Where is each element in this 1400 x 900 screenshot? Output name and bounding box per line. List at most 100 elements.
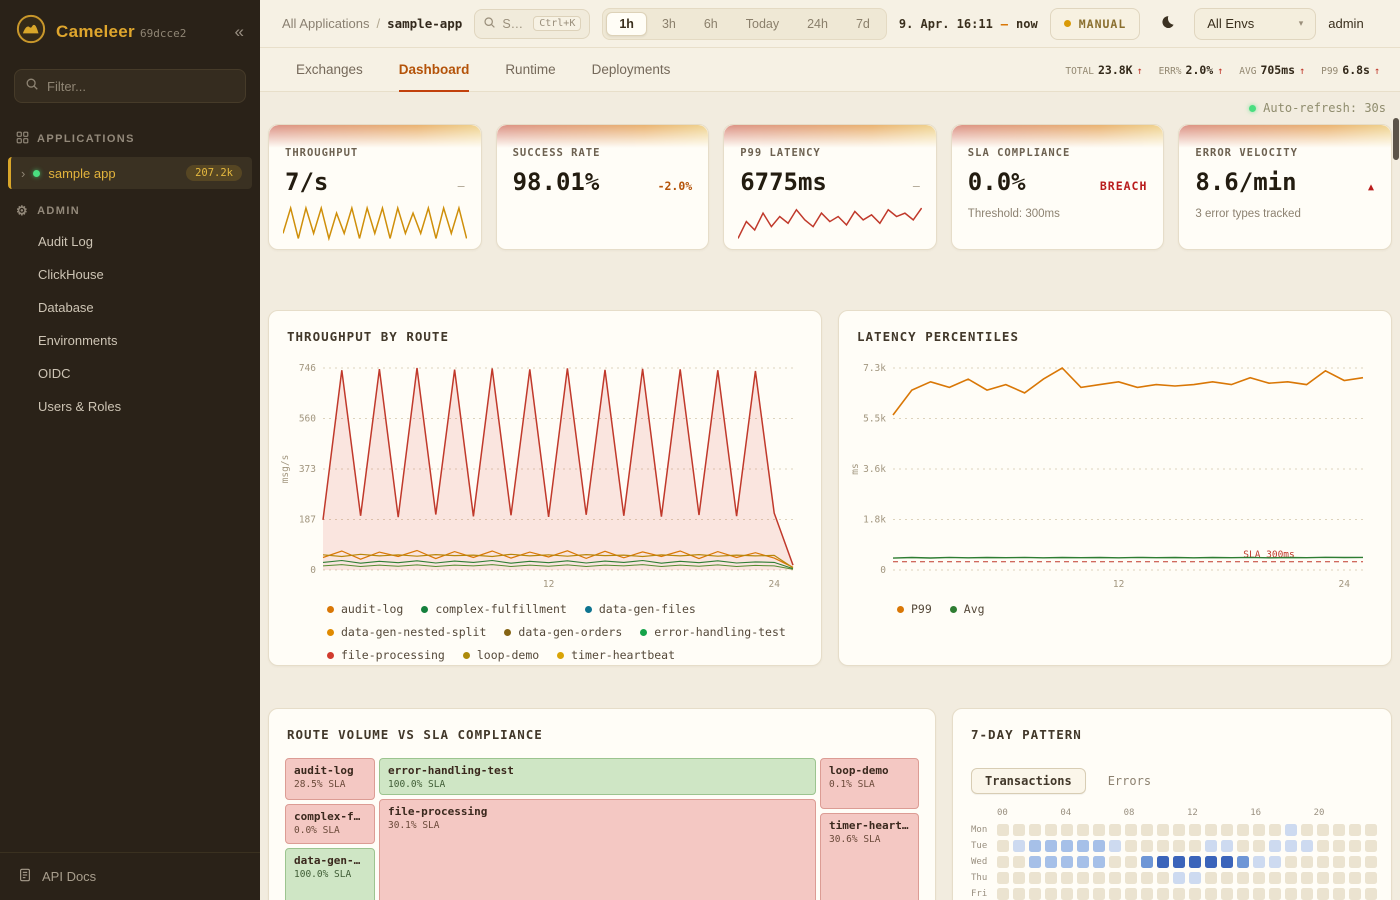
env-select[interactable]: All Envs ▾ xyxy=(1194,7,1317,40)
hour-label xyxy=(1155,808,1167,818)
legend-item-data-gen-nested-split[interactable]: data-gen-nested-split xyxy=(327,625,486,639)
legend-item-data-gen-files[interactable]: data-gen-files xyxy=(584,602,696,616)
legend-item-audit-log[interactable]: audit-log xyxy=(327,602,403,616)
hour-label xyxy=(1361,808,1373,818)
tile-label: loop-demo xyxy=(829,764,889,777)
treemap-tile-audit-log[interactable]: audit-log 28.5% SLA xyxy=(285,758,375,800)
heatmap-cell xyxy=(1237,824,1249,836)
treemap-tile-complex-fulfil[interactable]: complex-fulfil… 0.0% SLA xyxy=(285,804,375,844)
sidebar-item-oidc[interactable]: OIDC xyxy=(38,366,71,381)
legend-item-p99[interactable]: P99 xyxy=(897,602,932,616)
heatmap-cell xyxy=(1045,824,1057,836)
app-title-suffix: 69dcce2 xyxy=(139,26,187,40)
user-menu[interactable]: admin xyxy=(1328,16,1364,31)
legend-label: complex-fulfillment xyxy=(435,602,567,616)
legend-dot xyxy=(584,605,592,613)
trend-up-icon: ↑ xyxy=(1217,65,1224,77)
sidebar-item-clickhouse[interactable]: ClickHouse xyxy=(38,267,104,282)
tab-exchanges[interactable]: Exchanges xyxy=(296,61,363,77)
kpi-title: P99 LATENCY xyxy=(740,147,821,159)
time-range-6h[interactable]: 6h xyxy=(691,12,731,36)
legend-item-error-handling-test[interactable]: error-handling-test xyxy=(640,625,786,639)
stat-total: TOTAL 23.8K ↑ xyxy=(1065,63,1142,77)
svg-text:SLA 300ms: SLA 300ms xyxy=(1243,550,1294,561)
sla-treemap: audit-log 28.5% SLA error-handling-test 100… xyxy=(285,758,919,900)
heatmap-cell xyxy=(1157,840,1169,852)
time-range-today[interactable]: Today xyxy=(733,12,792,36)
tab-runtime[interactable]: Runtime xyxy=(505,61,556,77)
heatmap-cell xyxy=(1269,872,1281,884)
legend-item-data-gen-orders[interactable]: data-gen-orders xyxy=(504,625,622,639)
heatmap-cell xyxy=(1333,824,1345,836)
filter-input[interactable] xyxy=(47,78,235,94)
kpi-sparkline xyxy=(738,203,922,241)
treemap-tile-file-processing[interactable]: file-processing 30.1% SLA xyxy=(379,799,816,900)
treemap-tile-timer-heartbeat[interactable]: timer-heartbeat 30.6% SLA xyxy=(820,813,919,900)
time-range-3h[interactable]: 3h xyxy=(649,12,689,36)
sidebar-item-audit-log[interactable]: Audit Log xyxy=(38,234,93,249)
legend-item-timer-heartbeat[interactable]: timer-heartbeat xyxy=(557,648,675,662)
hour-label xyxy=(1171,808,1183,818)
time-range-7d[interactable]: 7d xyxy=(843,12,883,36)
trend-up-icon: ↑ xyxy=(1299,65,1306,77)
treemap-tile-loop-demo[interactable]: loop-demo 0.1% SLA xyxy=(820,758,919,809)
dark-mode-toggle[interactable] xyxy=(1152,9,1182,39)
moon-icon xyxy=(1159,14,1176,34)
heatmap-cell xyxy=(1349,824,1361,836)
kpi-card-error-velocity: ERROR VELOCITY 8.6/min ▲ 3 error types trac… xyxy=(1178,124,1392,250)
app-count-badge: 207.2k xyxy=(186,165,242,181)
legend-item-avg[interactable]: Avg xyxy=(949,602,985,616)
tab-deployments[interactable]: Deployments xyxy=(591,61,671,77)
heatmap-cell xyxy=(1077,888,1089,900)
heatmap-cell xyxy=(1109,856,1121,868)
heatmap-cell xyxy=(1301,824,1313,836)
pattern-toggle-transactions[interactable]: Transactions xyxy=(971,768,1086,794)
heatmap-cell xyxy=(1285,840,1297,852)
manual-refresh-button[interactable]: MANUAL xyxy=(1049,7,1141,40)
hour-label xyxy=(1139,808,1151,818)
legend-item-complex-fulfillment[interactable]: complex-fulfillment xyxy=(421,602,567,616)
svg-text:0: 0 xyxy=(880,565,886,576)
sidebar-item-users-roles[interactable]: Users & Roles xyxy=(38,399,122,414)
svg-text:24: 24 xyxy=(1338,579,1350,590)
sidebar-item-environments[interactable]: Environments xyxy=(38,333,118,348)
heatmap-cell xyxy=(1173,856,1185,868)
heatmap-cell xyxy=(1301,872,1313,884)
sidebar-item-sample-app[interactable]: › sample app 207.2k xyxy=(8,157,252,189)
sidebar-footer-api-docs[interactable]: API Docs xyxy=(0,852,260,900)
chevron-down-icon: ▾ xyxy=(1298,18,1304,28)
scrollbar-thumb[interactable] xyxy=(1393,118,1399,160)
heatmap-cell xyxy=(1205,840,1217,852)
sidebar-collapse-button[interactable]: « xyxy=(234,22,244,41)
heatmap-cell xyxy=(1125,824,1137,836)
heatmap-cell xyxy=(1029,856,1041,868)
treemap-title: ROUTE VOLUME VS SLA COMPLIANCE xyxy=(287,727,543,742)
treemap-tile-error-handling-test[interactable]: error-handling-test 100.0% SLA xyxy=(379,758,816,795)
date-range[interactable]: 9. Apr. 16:11 — now xyxy=(899,17,1038,31)
heatmap-cell xyxy=(1029,872,1041,884)
kpi-value-row: 6775ms – xyxy=(740,168,920,196)
tab-dashboard[interactable]: Dashboard xyxy=(398,48,470,92)
time-range-24h[interactable]: 24h xyxy=(794,12,841,36)
heatmap-cell xyxy=(1045,856,1057,868)
sidebar-item-database[interactable]: Database xyxy=(38,300,94,315)
heatmap-cell xyxy=(1285,856,1297,868)
pattern-toggle-errors[interactable]: Errors xyxy=(1094,768,1165,794)
treemap-tile-data-gen-files[interactable]: data-gen-files 100.0% SLA xyxy=(285,848,375,900)
heatmap-cell xyxy=(1237,872,1249,884)
heatmap-cell xyxy=(1077,856,1089,868)
hour-label xyxy=(1298,808,1310,818)
time-range-1h[interactable]: 1h xyxy=(606,11,647,36)
kpi-title: SUCCESS RATE xyxy=(512,147,601,159)
legend-item-loop-demo[interactable]: loop-demo xyxy=(462,648,539,662)
hour-label: 00 xyxy=(997,808,1008,818)
heatmap-cell xyxy=(1317,856,1329,868)
breadcrumb-all-applications[interactable]: All Applications xyxy=(282,16,370,31)
legend-item-file-processing[interactable]: file-processing xyxy=(327,648,445,662)
heatmap-cell xyxy=(1301,840,1313,852)
heatmap-cell xyxy=(1189,888,1201,900)
chevron-right-icon: › xyxy=(21,165,26,181)
heatmap-cell xyxy=(1141,856,1153,868)
global-search[interactable]: S… Ctrl+K xyxy=(474,8,591,39)
heatmap-cell xyxy=(1365,888,1377,900)
